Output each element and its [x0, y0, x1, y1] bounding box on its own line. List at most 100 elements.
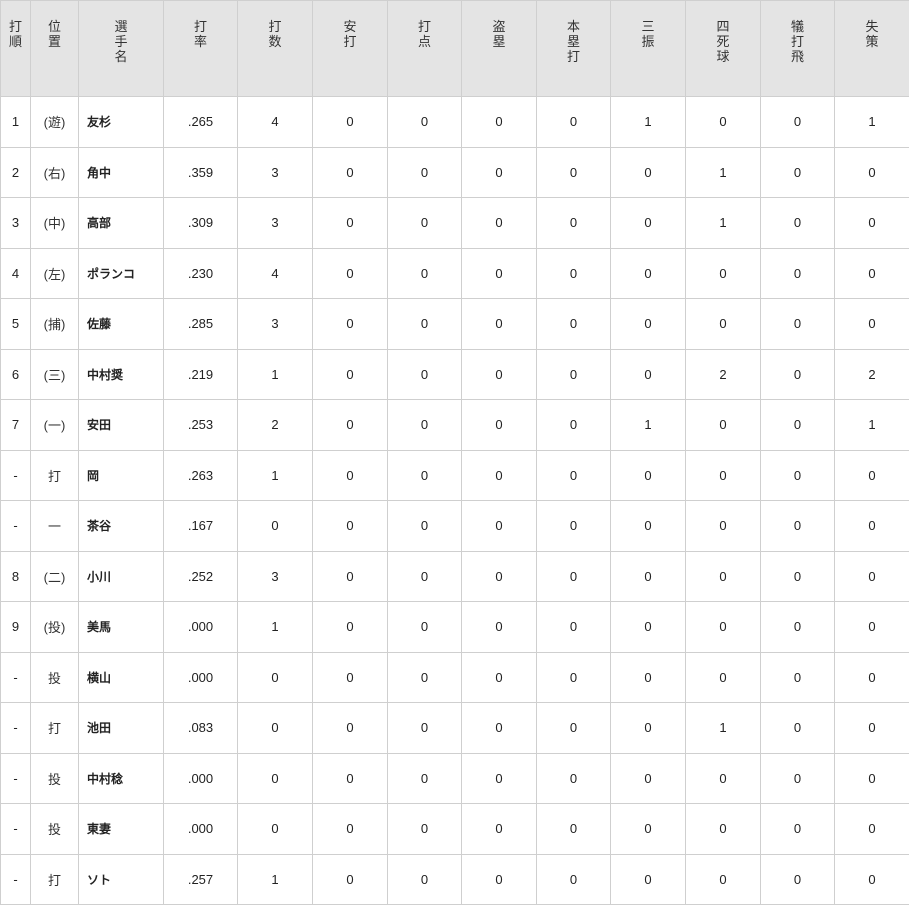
cell-rbi: 0 [388, 198, 462, 249]
cell-position: (二) [31, 551, 79, 602]
cell-at-bats: 3 [238, 147, 313, 198]
cell-rbi: 0 [388, 804, 462, 855]
cell-position: (右) [31, 147, 79, 198]
cell-stolen-bases: 0 [462, 248, 537, 299]
cell-player-name[interactable]: 高部 [79, 198, 164, 249]
cell-order: 3 [1, 198, 31, 249]
cell-player-name[interactable]: 安田 [79, 400, 164, 451]
cell-walks-hbp: 0 [686, 400, 761, 451]
cell-strikeouts: 0 [611, 602, 686, 653]
cell-hits: 0 [313, 652, 388, 703]
cell-player-name[interactable]: 角中 [79, 147, 164, 198]
cell-home-runs: 0 [537, 97, 611, 148]
cell-rbi: 0 [388, 602, 462, 653]
cell-home-runs: 0 [537, 804, 611, 855]
cell-player-name[interactable]: 池田 [79, 703, 164, 754]
cell-stolen-bases: 0 [462, 400, 537, 451]
cell-stolen-bases: 0 [462, 854, 537, 905]
cell-walks-hbp: 0 [686, 804, 761, 855]
cell-player-name[interactable]: ポランコ [79, 248, 164, 299]
cell-rbi: 0 [388, 299, 462, 350]
cell-errors: 0 [835, 147, 909, 198]
cell-sacrifices: 0 [761, 854, 835, 905]
cell-strikeouts: 0 [611, 248, 686, 299]
cell-errors: 1 [835, 97, 909, 148]
cell-player-name[interactable]: 茶谷 [79, 501, 164, 552]
cell-player-name[interactable]: ソト [79, 854, 164, 905]
cell-order: 7 [1, 400, 31, 451]
cell-stolen-bases: 0 [462, 753, 537, 804]
cell-home-runs: 0 [537, 147, 611, 198]
cell-player-name[interactable]: 岡 [79, 450, 164, 501]
cell-batting-avg: .000 [164, 602, 238, 653]
cell-errors: 0 [835, 753, 909, 804]
header-position: 位置 [31, 1, 79, 97]
cell-position: 打 [31, 450, 79, 501]
cell-errors: 0 [835, 652, 909, 703]
cell-order: - [1, 854, 31, 905]
cell-position: (中) [31, 198, 79, 249]
cell-hits: 0 [313, 400, 388, 451]
cell-at-bats: 0 [238, 501, 313, 552]
cell-stolen-bases: 0 [462, 299, 537, 350]
cell-batting-avg: .219 [164, 349, 238, 400]
cell-errors: 0 [835, 804, 909, 855]
cell-sacrifices: 0 [761, 703, 835, 754]
cell-player-name[interactable]: 東妻 [79, 804, 164, 855]
cell-player-name[interactable]: 中村稔 [79, 753, 164, 804]
cell-strikeouts: 0 [611, 147, 686, 198]
cell-position: (三) [31, 349, 79, 400]
cell-at-bats: 3 [238, 198, 313, 249]
cell-at-bats: 3 [238, 551, 313, 602]
cell-walks-hbp: 0 [686, 753, 761, 804]
cell-rbi: 0 [388, 400, 462, 451]
cell-walks-hbp: 0 [686, 299, 761, 350]
header-rbi: 打点 [388, 1, 462, 97]
cell-at-bats: 1 [238, 349, 313, 400]
cell-hits: 0 [313, 198, 388, 249]
cell-position: (投) [31, 602, 79, 653]
cell-at-bats: 4 [238, 248, 313, 299]
cell-errors: 0 [835, 854, 909, 905]
header-label: 犠打飛 [791, 19, 805, 64]
cell-player-name[interactable]: 小川 [79, 551, 164, 602]
cell-walks-hbp: 1 [686, 147, 761, 198]
cell-order: 6 [1, 349, 31, 400]
cell-rbi: 0 [388, 450, 462, 501]
cell-strikeouts: 0 [611, 450, 686, 501]
header-row: 打順位置選手名打率打数安打打点盗塁本塁打三振四死球犠打飛失策 [1, 1, 909, 97]
cell-player-name[interactable]: 佐藤 [79, 299, 164, 350]
cell-strikeouts: 0 [611, 703, 686, 754]
cell-player-name[interactable]: 美馬 [79, 602, 164, 653]
cell-player-name[interactable]: 中村奨 [79, 349, 164, 400]
cell-order: 5 [1, 299, 31, 350]
cell-position: 投 [31, 753, 79, 804]
cell-position: 打 [31, 854, 79, 905]
header-batting-avg: 打率 [164, 1, 238, 97]
cell-batting-avg: .263 [164, 450, 238, 501]
cell-order: - [1, 501, 31, 552]
cell-stolen-bases: 0 [462, 349, 537, 400]
cell-walks-hbp: 0 [686, 97, 761, 148]
cell-batting-avg: .000 [164, 804, 238, 855]
cell-order: 1 [1, 97, 31, 148]
cell-sacrifices: 0 [761, 248, 835, 299]
cell-at-bats: 0 [238, 753, 313, 804]
cell-sacrifices: 0 [761, 299, 835, 350]
cell-player-name[interactable]: 横山 [79, 652, 164, 703]
cell-rbi: 0 [388, 551, 462, 602]
cell-rbi: 0 [388, 349, 462, 400]
cell-player-name[interactable]: 友杉 [79, 97, 164, 148]
cell-batting-avg: .359 [164, 147, 238, 198]
cell-sacrifices: 0 [761, 652, 835, 703]
cell-strikeouts: 0 [611, 551, 686, 602]
cell-rbi: 0 [388, 248, 462, 299]
cell-order: 2 [1, 147, 31, 198]
cell-stolen-bases: 0 [462, 703, 537, 754]
cell-hits: 0 [313, 854, 388, 905]
cell-stolen-bases: 0 [462, 97, 537, 148]
